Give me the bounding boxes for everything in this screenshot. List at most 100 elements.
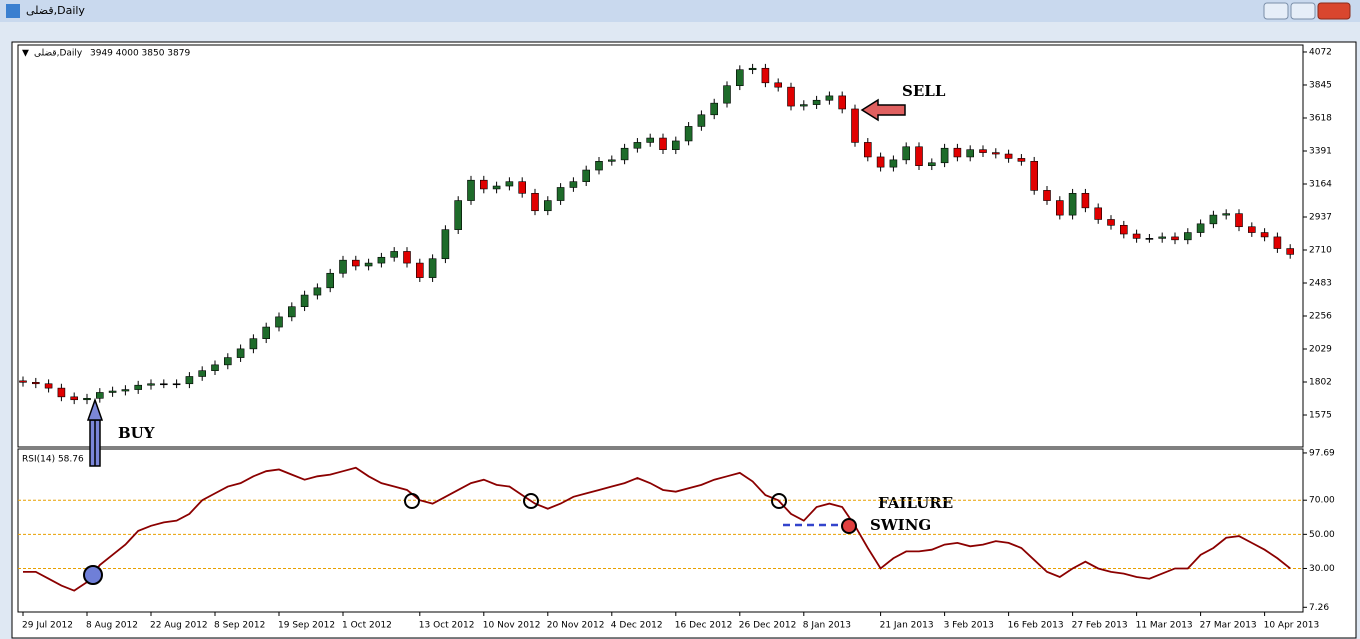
candle-body: [620, 147, 629, 161]
price-panel: [17, 44, 1304, 448]
candle-body: [262, 326, 271, 339]
candle-body: [787, 86, 795, 107]
candle-body: [160, 383, 168, 386]
y-tick-label: 3391: [1309, 146, 1332, 156]
close-button[interactable]: [1317, 2, 1351, 20]
window-title: قضلی,Daily: [26, 4, 85, 17]
y-tick-label: 3164: [1309, 179, 1332, 189]
candle-body: [851, 108, 859, 143]
candle-body: [351, 259, 360, 267]
y-tick-label: 30.00: [1309, 564, 1335, 574]
candle-body: [556, 187, 565, 201]
candle-body: [569, 181, 578, 188]
buy-circle: [83, 565, 103, 585]
candle-body: [19, 380, 27, 383]
x-tick-label: 4 Dec 2012: [611, 621, 663, 631]
candle-body: [876, 156, 885, 168]
candle-body: [825, 95, 834, 101]
x-tick-label: 21 Jan 2013: [880, 621, 934, 631]
x-tick-label: 27 Mar 2013: [1200, 621, 1257, 631]
candle-body: [838, 95, 847, 110]
symbol-label: قضلی,Daily: [34, 49, 83, 59]
candle-body: [774, 82, 783, 88]
x-tick-label: 26 Dec 2012: [739, 621, 797, 631]
candle-body: [454, 200, 463, 230]
x-tick-label: 8 Jan 2013: [803, 621, 851, 631]
candle-body: [799, 104, 808, 107]
candle-body: [339, 259, 347, 274]
buy-arrow: [86, 397, 104, 466]
candle-body: [595, 161, 603, 171]
x-tick-label: 16 Dec 2012: [675, 621, 733, 631]
sell-annotation: SELL: [902, 82, 946, 100]
rsi-label: RSI(14) 58.76: [22, 455, 84, 465]
candle-body: [403, 251, 411, 264]
candle-body: [902, 146, 911, 161]
x-tick-label: 10 Apr 2013: [1264, 621, 1320, 631]
candle-body: [659, 137, 667, 150]
candle-body: [812, 99, 821, 105]
candle-body: [633, 142, 642, 149]
candle-body: [1107, 219, 1115, 226]
y-tick-label: 1575: [1309, 411, 1332, 421]
y-tick-label: 4072: [1309, 47, 1332, 57]
candle-body: [275, 316, 283, 328]
y-tick-label: 2029: [1309, 345, 1332, 355]
candle-body: [1171, 236, 1179, 241]
x-tick-label: 8 Aug 2012: [86, 621, 138, 631]
candle-body: [646, 137, 655, 143]
x-tick-label: 16 Feb 2013: [1008, 621, 1064, 631]
rsi-circle: [523, 493, 539, 509]
sell-circle: [841, 518, 857, 534]
candle-body: [531, 192, 539, 212]
x-tick-label: 10 Nov 2012: [483, 621, 541, 631]
quote-label: 3949 4000 3850 3879: [90, 49, 190, 59]
x-tick-label: 1 Oct 2012: [342, 621, 392, 631]
candle-body: [915, 146, 923, 166]
candle-body: [44, 383, 53, 389]
candle-body: [1056, 200, 1064, 216]
y-tick-label: 97.69: [1309, 448, 1335, 458]
candle-body: [723, 85, 731, 104]
candle-body: [415, 262, 424, 278]
candle-body: [607, 159, 616, 162]
candle-body: [863, 142, 872, 158]
candle-body: [249, 338, 258, 350]
candle-body: [1235, 213, 1243, 228]
candle-body: [1222, 213, 1230, 216]
candle-body: [1068, 192, 1077, 216]
candle-body: [671, 140, 680, 150]
candle-body: [287, 306, 296, 318]
candle-body: [1043, 190, 1051, 201]
candle-body: [1248, 226, 1256, 233]
candle-body: [96, 392, 104, 399]
candle-body: [198, 370, 206, 377]
candle-body: [108, 390, 117, 393]
candle-body: [1158, 236, 1166, 239]
candle-body: [377, 256, 386, 264]
candle-body: [1273, 236, 1282, 249]
candle-body: [479, 179, 488, 190]
candle-body: [748, 67, 757, 71]
y-tick-label: 3845: [1309, 80, 1332, 90]
candle-body: [735, 69, 744, 87]
candle-body: [582, 169, 591, 182]
x-tick-label: 19 Sep 2012: [278, 621, 335, 631]
x-tick-label: 29 Jul 2012: [22, 621, 73, 631]
candle-body: [83, 397, 91, 401]
candle-body: [57, 387, 66, 398]
candle-body: [1145, 238, 1154, 240]
minimize-button[interactable]: [1263, 2, 1289, 20]
candle-body: [505, 181, 514, 187]
buy-annotation: BUY: [118, 424, 155, 442]
candle-body: [991, 152, 1000, 155]
x-tick-label: 11 Mar 2013: [1136, 621, 1193, 631]
candle-body: [441, 229, 450, 260]
candle-body: [979, 149, 987, 153]
candle-body: [364, 262, 373, 267]
candle-body: [684, 126, 693, 142]
candle-body: [326, 272, 335, 289]
rsi-circle: [771, 493, 787, 509]
maximize-button[interactable]: [1290, 2, 1316, 20]
